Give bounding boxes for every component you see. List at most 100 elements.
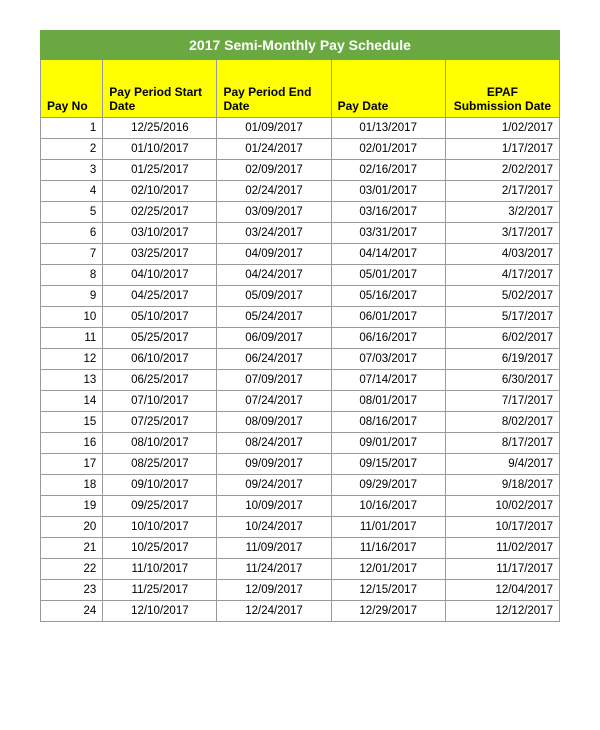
table-row: 2211/10/201711/24/201712/01/201711/17/20…: [41, 559, 560, 580]
cell-pay: 03/16/2017: [331, 202, 445, 223]
cell-end: 12/24/2017: [217, 601, 331, 622]
cell-no: 6: [41, 223, 103, 244]
cell-start: 09/10/2017: [103, 475, 217, 496]
table-row: 502/25/201703/09/201703/16/20173/2/2017: [41, 202, 560, 223]
cell-pay: 11/16/2017: [331, 538, 445, 559]
cell-pay: 11/01/2017: [331, 517, 445, 538]
table-body: 112/25/201601/09/201701/13/20171/02/2017…: [41, 118, 560, 622]
cell-start: 01/10/2017: [103, 139, 217, 160]
cell-end: 11/24/2017: [217, 559, 331, 580]
cell-no: 22: [41, 559, 103, 580]
cell-end: 10/24/2017: [217, 517, 331, 538]
cell-epaf: 1/02/2017: [445, 118, 559, 139]
cell-epaf: 10/02/2017: [445, 496, 559, 517]
cell-end: 02/24/2017: [217, 181, 331, 202]
cell-epaf: 6/19/2017: [445, 349, 559, 370]
cell-epaf: 5/02/2017: [445, 286, 559, 307]
cell-start: 04/10/2017: [103, 265, 217, 286]
cell-start: 06/10/2017: [103, 349, 217, 370]
cell-start: 03/10/2017: [103, 223, 217, 244]
cell-start: 03/25/2017: [103, 244, 217, 265]
table-row: 603/10/201703/24/201703/31/20173/17/2017: [41, 223, 560, 244]
cell-no: 19: [41, 496, 103, 517]
cell-end: 06/24/2017: [217, 349, 331, 370]
cell-no: 16: [41, 433, 103, 454]
cell-start: 10/10/2017: [103, 517, 217, 538]
cell-no: 4: [41, 181, 103, 202]
cell-no: 12: [41, 349, 103, 370]
cell-end: 01/09/2017: [217, 118, 331, 139]
cell-end: 07/09/2017: [217, 370, 331, 391]
table-row: 1608/10/201708/24/201709/01/20178/17/201…: [41, 433, 560, 454]
cell-no: 9: [41, 286, 103, 307]
cell-no: 1: [41, 118, 103, 139]
cell-epaf: 10/17/2017: [445, 517, 559, 538]
cell-start: 05/25/2017: [103, 328, 217, 349]
cell-pay: 07/03/2017: [331, 349, 445, 370]
table-row: 402/10/201702/24/201703/01/20172/17/2017: [41, 181, 560, 202]
cell-end: 03/09/2017: [217, 202, 331, 223]
cell-epaf: 8/17/2017: [445, 433, 559, 454]
cell-no: 8: [41, 265, 103, 286]
cell-no: 10: [41, 307, 103, 328]
table-row: 2010/10/201710/24/201711/01/201710/17/20…: [41, 517, 560, 538]
cell-end: 05/24/2017: [217, 307, 331, 328]
col-header-end: Pay Period End Date: [217, 60, 331, 118]
table-row: 112/25/201601/09/201701/13/20171/02/2017: [41, 118, 560, 139]
cell-no: 20: [41, 517, 103, 538]
cell-pay: 01/13/2017: [331, 118, 445, 139]
table-row: 201/10/201701/24/201702/01/20171/17/2017: [41, 139, 560, 160]
cell-pay: 02/01/2017: [331, 139, 445, 160]
cell-epaf: 5/17/2017: [445, 307, 559, 328]
table-row: 1105/25/201706/09/201706/16/20176/02/201…: [41, 328, 560, 349]
cell-no: 7: [41, 244, 103, 265]
cell-no: 14: [41, 391, 103, 412]
col-header-epaf: EPAF Submission Date: [445, 60, 559, 118]
table-row: 1005/10/201705/24/201706/01/20175/17/201…: [41, 307, 560, 328]
cell-epaf: 11/02/2017: [445, 538, 559, 559]
cell-start: 08/25/2017: [103, 454, 217, 475]
cell-epaf: 9/18/2017: [445, 475, 559, 496]
cell-start: 12/10/2017: [103, 601, 217, 622]
table-row: 1809/10/201709/24/201709/29/20179/18/201…: [41, 475, 560, 496]
cell-start: 10/25/2017: [103, 538, 217, 559]
cell-pay: 09/01/2017: [331, 433, 445, 454]
cell-start: 06/25/2017: [103, 370, 217, 391]
cell-no: 21: [41, 538, 103, 559]
cell-epaf: 7/17/2017: [445, 391, 559, 412]
cell-epaf: 4/17/2017: [445, 265, 559, 286]
cell-start: 11/25/2017: [103, 580, 217, 601]
cell-pay: 02/16/2017: [331, 160, 445, 181]
cell-epaf: 6/02/2017: [445, 328, 559, 349]
cell-start: 07/25/2017: [103, 412, 217, 433]
cell-end: 11/09/2017: [217, 538, 331, 559]
cell-end: 10/09/2017: [217, 496, 331, 517]
cell-pay: 09/29/2017: [331, 475, 445, 496]
cell-no: 2: [41, 139, 103, 160]
col-header-payno: Pay No: [41, 60, 103, 118]
cell-pay: 05/16/2017: [331, 286, 445, 307]
table-row: 2311/25/201712/09/201712/15/201712/04/20…: [41, 580, 560, 601]
cell-no: 23: [41, 580, 103, 601]
cell-epaf: 11/17/2017: [445, 559, 559, 580]
cell-no: 5: [41, 202, 103, 223]
cell-end: 09/09/2017: [217, 454, 331, 475]
table-row: 301/25/201702/09/201702/16/20172/02/2017: [41, 160, 560, 181]
cell-pay: 07/14/2017: [331, 370, 445, 391]
cell-epaf: 4/03/2017: [445, 244, 559, 265]
col-header-start: Pay Period Start Date: [103, 60, 217, 118]
cell-start: 04/25/2017: [103, 286, 217, 307]
cell-pay: 12/29/2017: [331, 601, 445, 622]
cell-end: 08/09/2017: [217, 412, 331, 433]
cell-start: 02/10/2017: [103, 181, 217, 202]
cell-epaf: 9/4/2017: [445, 454, 559, 475]
cell-no: 24: [41, 601, 103, 622]
col-header-paydate: Pay Date: [331, 60, 445, 118]
cell-pay: 10/16/2017: [331, 496, 445, 517]
table-row: 1708/25/201709/09/201709/15/20179/4/2017: [41, 454, 560, 475]
cell-pay: 06/16/2017: [331, 328, 445, 349]
cell-epaf: 6/30/2017: [445, 370, 559, 391]
pay-schedule-table: 2017 Semi-Monthly Pay Schedule Pay No Pa…: [40, 30, 560, 622]
table-row: 1407/10/201707/24/201708/01/20177/17/201…: [41, 391, 560, 412]
cell-epaf: 2/02/2017: [445, 160, 559, 181]
